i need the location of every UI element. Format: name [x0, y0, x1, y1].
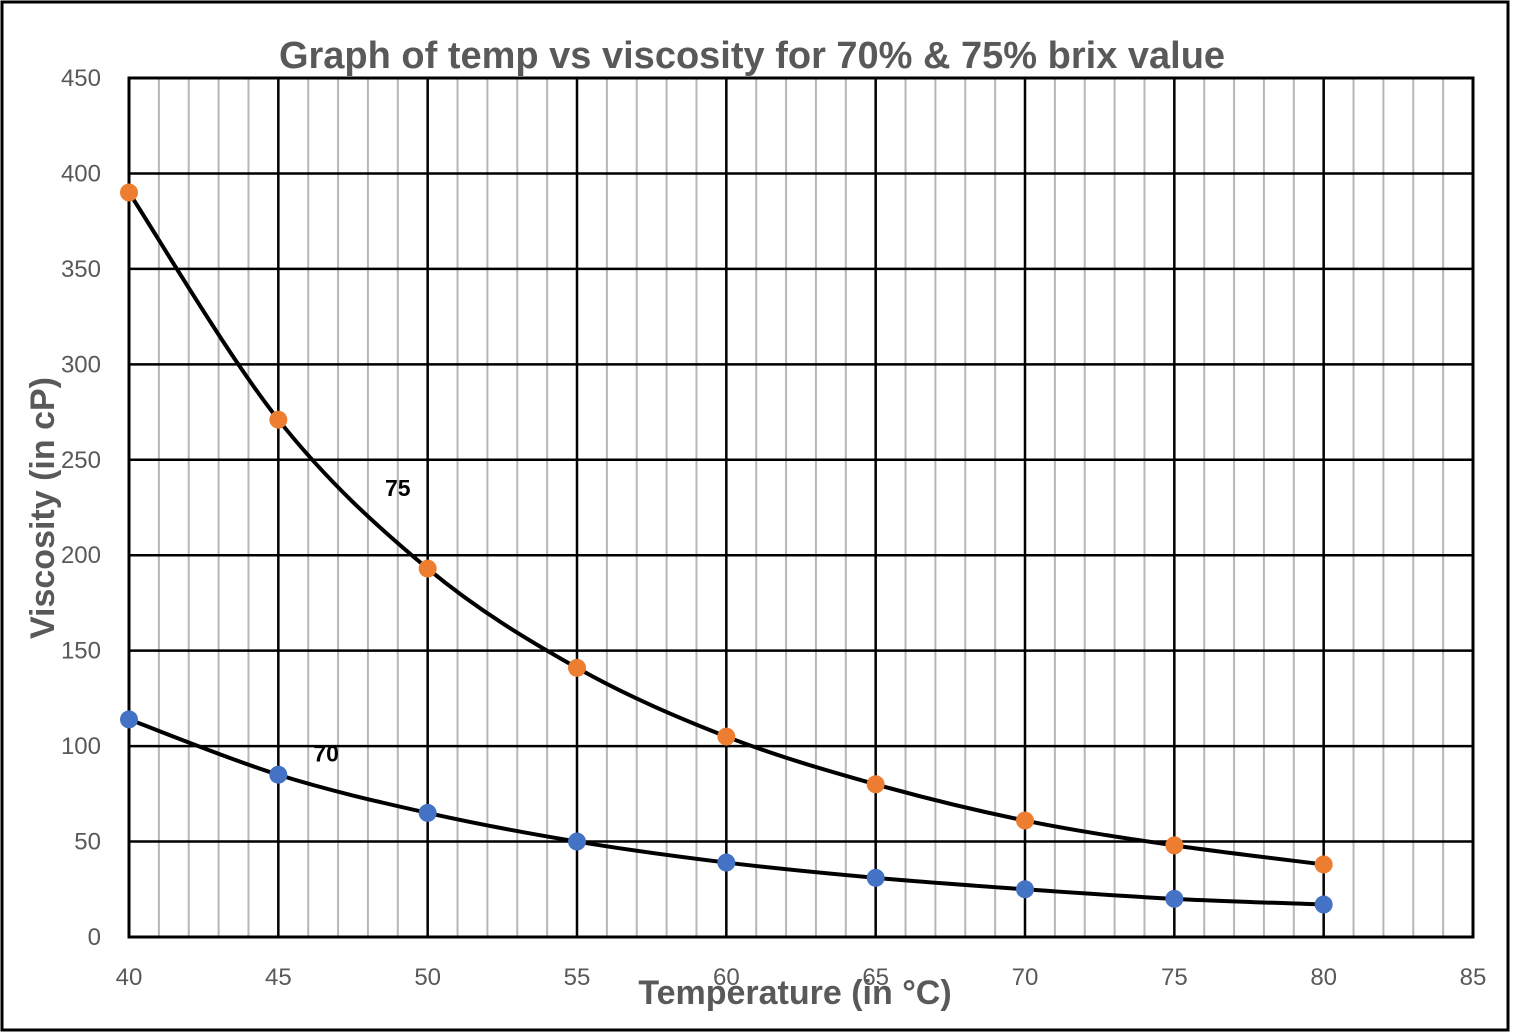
y-tick-labels: 0 50 100 150 200 250 300 350 400 450 [61, 65, 101, 951]
data-point-75 [120, 183, 138, 202]
y-tick-label: 250 [61, 447, 101, 474]
x-tick-label: 60 [713, 964, 740, 991]
series-label-75: 75 [385, 475, 411, 501]
data-point-75 [1314, 855, 1333, 874]
x-tick-label: 70 [1012, 964, 1039, 991]
data-point-70 [568, 832, 586, 851]
data-point-75 [1165, 836, 1184, 855]
y-tick-label: 400 [61, 160, 101, 187]
data-point-75 [269, 410, 288, 429]
data-point-70 [269, 765, 288, 784]
y-tick-label: 200 [61, 542, 101, 569]
data-point-70 [120, 710, 138, 729]
y-tick-label: 300 [61, 351, 101, 378]
data-point-70 [418, 803, 437, 822]
data-point-75 [717, 727, 736, 746]
series-points [120, 183, 1333, 914]
y-tick-label: 450 [61, 65, 101, 92]
data-point-75 [568, 658, 586, 677]
x-tick-label: 50 [414, 964, 441, 991]
data-point-70 [1314, 895, 1333, 914]
plot-area-frame [127, 76, 1475, 939]
minor-grid [128, 78, 1474, 937]
data-point-70 [717, 853, 736, 872]
y-tick-label: 150 [61, 638, 101, 665]
x-axis-title: Temperature (in °C) [638, 974, 951, 1012]
y-tick-label: 100 [61, 733, 101, 760]
x-tick-label: 45 [265, 964, 292, 991]
y-axis-title: Viscosity (in cP) [24, 377, 62, 639]
major-grid [127, 76, 1475, 939]
y-tick-label: 50 [74, 829, 101, 856]
x-tick-labels: 40 45 50 55 60 65 70 75 80 85 [116, 964, 1487, 991]
x-tick-label: 80 [1310, 964, 1337, 991]
data-point-70 [1016, 880, 1034, 899]
series-line-75 [127, 191, 1324, 867]
chart-title: Graph of temp vs viscosity for 70% & 75%… [279, 35, 1225, 77]
x-tick-label: 85 [1460, 964, 1487, 991]
data-point-75 [1016, 811, 1034, 830]
data-point-75 [866, 775, 885, 794]
data-point-70 [1165, 889, 1184, 908]
data-point-75 [418, 559, 437, 578]
series-label-70: 70 [313, 740, 339, 766]
x-tick-label: 75 [1161, 964, 1188, 991]
y-tick-label: 0 [88, 924, 101, 951]
series-labels: 75 70 [313, 475, 410, 766]
x-tick-label: 40 [116, 964, 143, 991]
data-point-70 [866, 868, 885, 887]
x-tick-label: 65 [862, 964, 889, 991]
y-tick-label: 350 [61, 256, 101, 283]
x-tick-label: 55 [564, 964, 591, 991]
